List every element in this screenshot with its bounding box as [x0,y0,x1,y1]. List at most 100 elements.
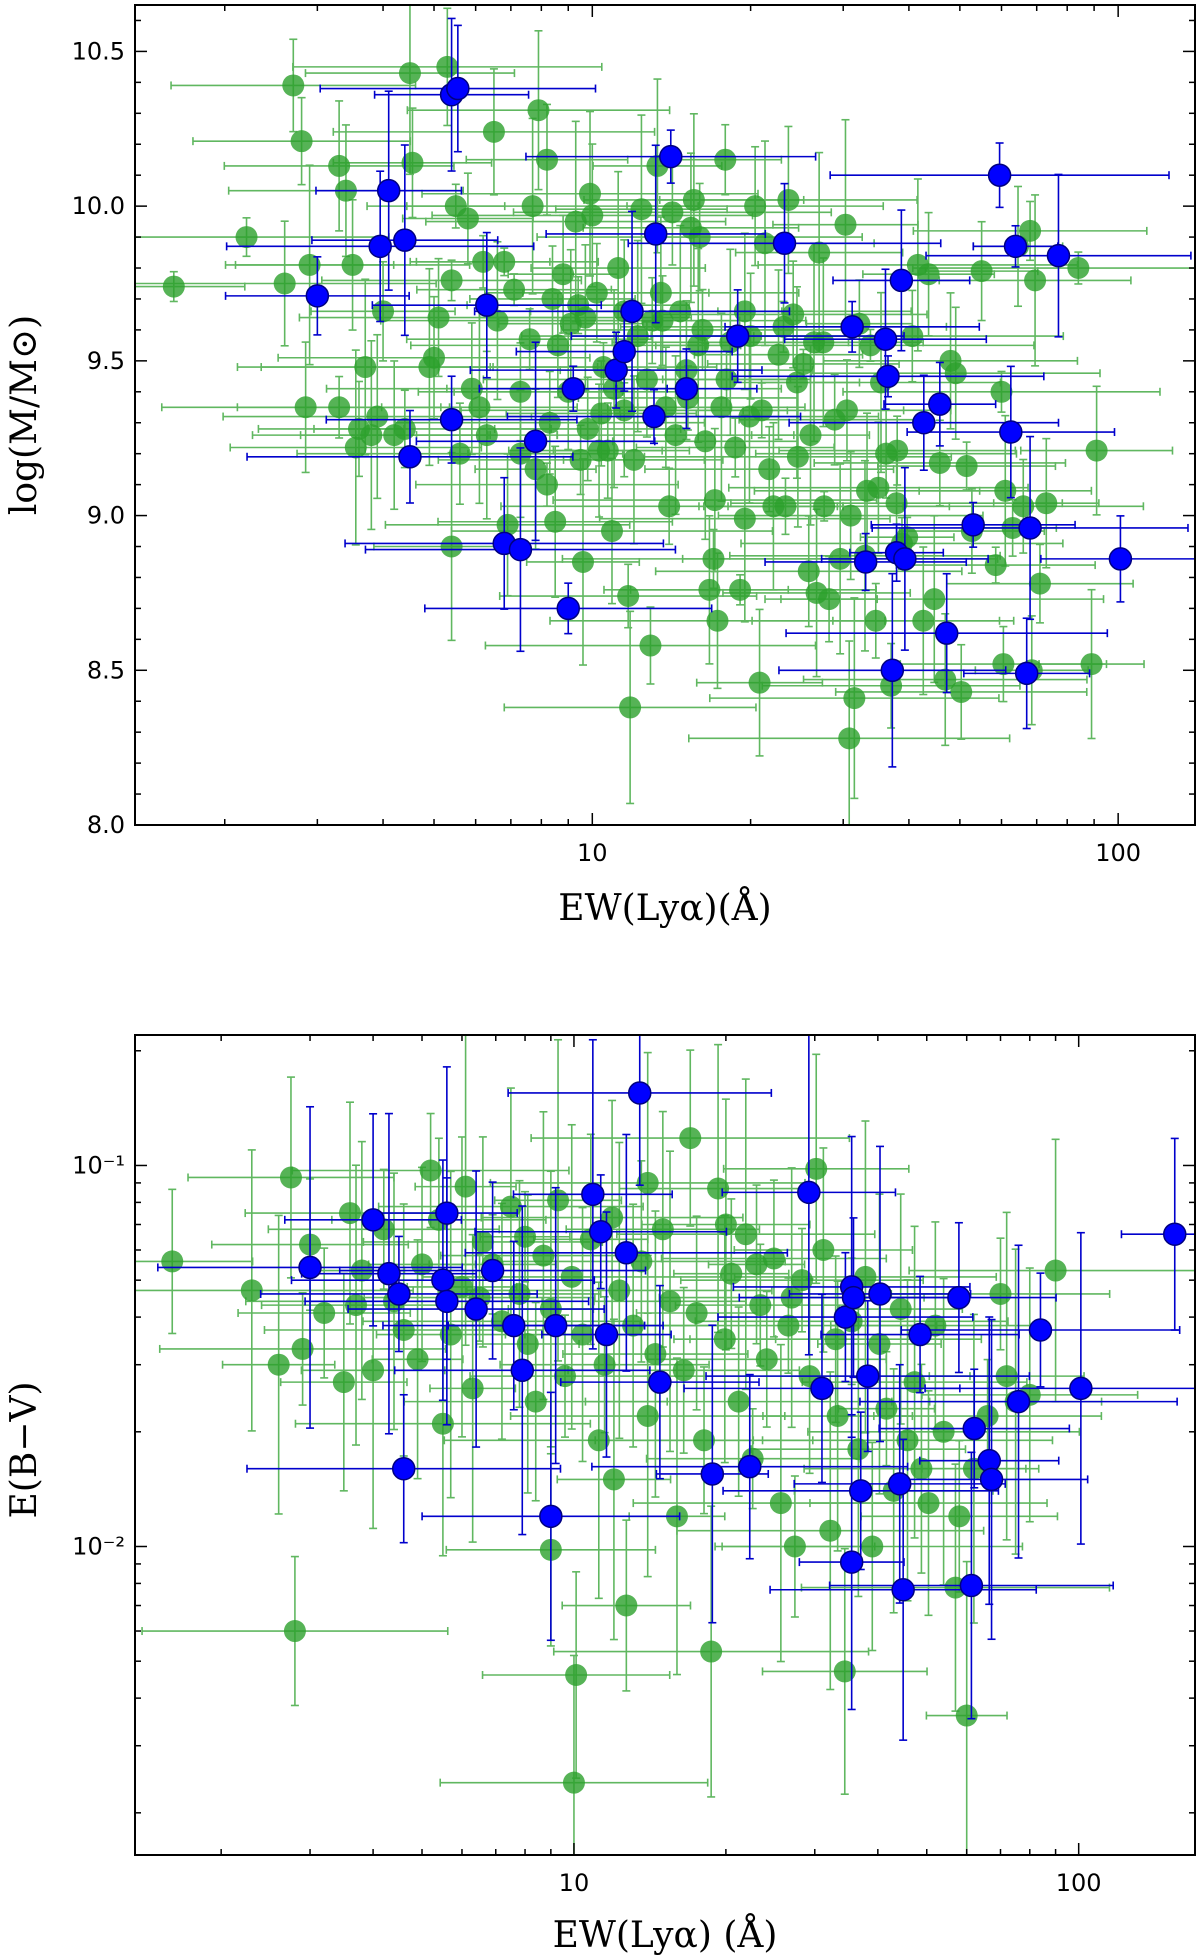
green-data-point [636,1405,659,1428]
blue-data-point [738,1454,762,1479]
green-data-point [339,1202,362,1225]
green-data-point [639,634,662,657]
blue-data-point [368,234,392,259]
green-data-point [538,411,561,434]
green-data-point [431,1412,454,1435]
x-tick-label: 10 [577,839,608,867]
green-data-point [749,1294,772,1317]
green-data-point [1044,1259,1067,1282]
green-data-point [535,148,558,171]
blue-data-point [839,1550,864,1574]
blue-data-point [833,1305,858,1329]
blue-data-point [841,1285,866,1310]
blue-data-point [987,163,1012,187]
green-data-point [706,609,729,632]
green-data-point [514,1225,537,1248]
x-tick-label: 100 [1056,1869,1102,1897]
green-data-point [838,727,861,750]
green-data-point [792,352,815,375]
green-data-point [279,1166,302,1189]
green-data-point [783,1535,806,1558]
blue-data-point [475,293,499,317]
green-data-point [805,1157,828,1180]
blue-data-point [305,284,330,308]
green-data-point [834,213,857,236]
green-data-point [332,1371,355,1394]
green-data-point [661,201,684,224]
mass-plot-area [135,5,1195,825]
blue-data-point [502,1313,526,1338]
mass-vs-ew-panel: 10 100 8.0 8.5 9.0 9.5 10.0 10.5 EW(Lyα)(Å) log… [4,4,1196,929]
y-tick-label: 10.5 [72,37,125,65]
green-data-point [720,1262,743,1285]
green-data-point [713,1328,736,1351]
x-tick-label: 100 [1095,839,1141,867]
blue-data-point [959,1573,984,1598]
green-data-point [282,74,305,97]
blue-data-point [887,1472,912,1496]
green-data-point [496,513,519,536]
green-data-point [714,1213,737,1236]
green-data-point [774,495,797,518]
green-data-point [727,1390,750,1413]
green-data-point [440,269,463,292]
green-data-point [162,275,185,298]
green-data-point [456,207,479,230]
green-data-point [328,396,351,419]
blue-data-point [999,420,1023,444]
blue-data-point [962,1416,987,1441]
green-data-point [565,1663,588,1686]
green-data-point [955,455,978,478]
green-data-point [544,510,567,533]
blue-data-point [700,1462,725,1486]
green-data-point [401,151,424,174]
mass-y-axis-label: log(M/M⊙) [4,315,45,515]
green-data-point [579,182,602,205]
blue-data-point [1006,1389,1031,1414]
blue-data-point [1069,1376,1093,1401]
green-data-point [1012,495,1035,518]
blue-data-point [642,404,666,429]
green-data-point [649,281,672,304]
green-data-point [298,253,321,276]
ebv-y-axis-label: E(B−V) [4,1382,45,1519]
blue-errorbar [924,1231,1195,1545]
blue-data-point [889,268,914,293]
green-data-point [503,278,526,301]
green-data-point [585,281,608,304]
blue-data-point [398,445,422,469]
green-data-point [847,1438,870,1461]
blue-data-point [853,550,878,574]
green-data-point [748,671,771,694]
blue-data-point [508,537,533,562]
green-data-point [423,346,446,369]
green-data-point [767,343,790,366]
green-data-point [440,535,463,558]
blue-data-point [594,1322,619,1347]
blue-data-point [1163,1222,1187,1246]
green-data-point [785,371,808,394]
ebv-plot-area [135,1035,1195,1855]
green-data-point [569,448,592,471]
green-data-point [896,1429,919,1452]
green-data-point [559,312,582,335]
green-data-point [617,585,640,608]
green-data-point [635,368,658,391]
blue-data-point [840,315,864,339]
green-data-point [313,1302,336,1325]
green-data-point [769,1492,792,1515]
green-data-point [839,504,862,527]
green-data-point [461,1377,484,1400]
green-data-point [928,451,951,474]
green-data-point [636,1171,659,1194]
green-data-point [777,188,800,211]
green-data-point [468,396,491,419]
green-data-point [693,1429,716,1452]
green-data-point [886,439,909,462]
green-data-point [885,492,908,515]
green-data-point [630,198,653,221]
blue-data-point [961,513,985,537]
green-data-point [955,1704,978,1727]
blue-data-point [464,1297,488,1321]
green-data-point [1080,653,1103,676]
